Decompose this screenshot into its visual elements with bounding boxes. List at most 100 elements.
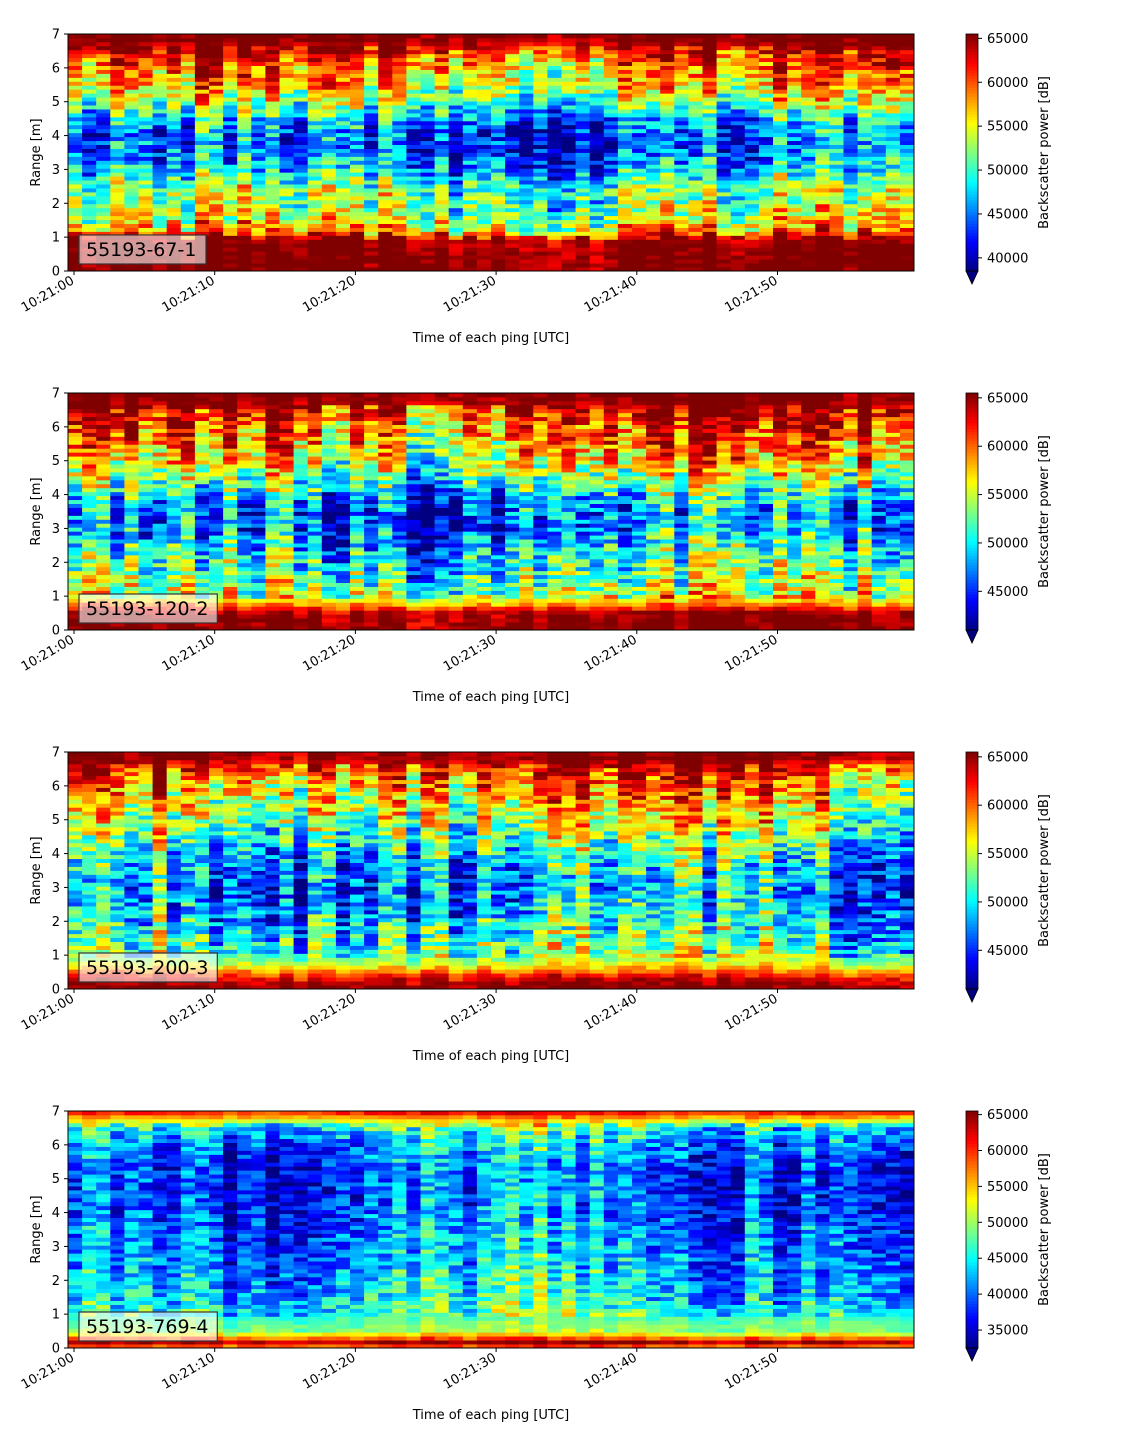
colorbar-segment: [966, 114, 978, 117]
heatmap-cell: [280, 263, 295, 267]
heatmap-cell: [181, 216, 196, 220]
heatmap-cell: [322, 137, 337, 141]
heatmap-cell: [308, 492, 323, 496]
heatmap-cell: [251, 62, 265, 66]
heatmap-cell: [618, 34, 633, 38]
colorbar-segment: [966, 46, 978, 49]
heatmap-cell: [280, 622, 295, 626]
heatmap-cell: [900, 263, 915, 267]
heatmap-cell: [491, 101, 506, 105]
heatmap-cell: [660, 239, 675, 243]
heatmap-cell: [703, 66, 718, 70]
heatmap-cell: [223, 460, 238, 464]
heatmap-cell: [787, 204, 802, 208]
heatmap-cell: [237, 70, 252, 74]
heatmap-cell: [195, 164, 210, 168]
heatmap-cell: [463, 66, 478, 70]
heatmap-cell: [237, 539, 252, 543]
heatmap-cell: [688, 200, 703, 204]
heatmap-cell: [787, 255, 802, 259]
heatmap-cell: [533, 85, 548, 89]
heatmap-cell: [209, 500, 224, 504]
heatmap-cell: [209, 397, 224, 401]
heatmap-cell: [237, 105, 252, 109]
heatmap-cell: [533, 235, 548, 239]
heatmap-cell: [167, 397, 182, 401]
heatmap-cell: [463, 105, 478, 109]
heatmap-cell: [167, 555, 182, 559]
heatmap-cell: [336, 216, 351, 220]
heatmap-cell: [124, 543, 138, 547]
heatmap-cell: [223, 255, 238, 259]
heatmap-cell: [68, 551, 83, 555]
heatmap-cell: [703, 149, 718, 153]
heatmap-cell: [82, 54, 97, 58]
heatmap-cell: [139, 89, 154, 93]
heatmap-cell: [590, 121, 605, 125]
heatmap-cell: [900, 156, 915, 160]
heatmap-cell: [618, 243, 633, 247]
heatmap-cell: [294, 527, 309, 531]
heatmap-cell: [68, 54, 83, 58]
heatmap-cell: [336, 62, 351, 66]
heatmap-cell: [350, 583, 365, 587]
heatmap-cell: [505, 212, 519, 216]
heatmap-cell: [322, 200, 337, 204]
heatmap-cell: [294, 618, 309, 622]
heatmap-cell: [265, 460, 280, 464]
heatmap-cell: [576, 145, 591, 149]
heatmap-cell: [900, 141, 915, 145]
heatmap-cell: [251, 523, 265, 527]
heatmap-cell: [773, 180, 788, 184]
heatmap-cell: [322, 105, 337, 109]
heatmap-cell: [322, 512, 337, 516]
heatmap-cell: [322, 436, 337, 440]
heatmap-cell: [68, 468, 83, 472]
heatmap-cell: [547, 50, 562, 54]
heatmap-cell: [322, 468, 337, 472]
heatmap-cell: [731, 117, 746, 121]
heatmap-cell: [392, 77, 407, 81]
heatmap-cell: [773, 212, 788, 216]
heatmap-cell: [251, 512, 265, 516]
heatmap-cell: [294, 413, 309, 417]
heatmap-cell: [815, 192, 830, 196]
heatmap-cell: [858, 133, 873, 137]
heatmap-cell: [237, 263, 252, 267]
heatmap-cell: [223, 113, 238, 117]
heatmap-cell: [773, 224, 788, 228]
heatmap-cell: [717, 46, 732, 50]
heatmap-cell: [392, 235, 407, 239]
heatmap-cell: [491, 46, 506, 50]
heatmap-cell: [745, 180, 760, 184]
heatmap-cell: [68, 172, 83, 176]
heatmap-cell: [844, 156, 859, 160]
heatmap-cell: [829, 101, 844, 105]
heatmap-cell: [350, 523, 365, 527]
heatmap-cell: [195, 496, 210, 500]
heatmap-cell: [547, 184, 562, 188]
heatmap-cell: [195, 563, 210, 567]
heatmap-cell: [590, 125, 605, 129]
heatmap-cell: [265, 188, 280, 192]
heatmap-cell: [68, 488, 83, 492]
heatmap-cell: [787, 251, 802, 255]
heatmap-cell: [308, 255, 323, 259]
heatmap-cell: [167, 551, 182, 555]
heatmap-cell: [280, 567, 295, 571]
colorbar-segment: [966, 84, 978, 87]
heatmap-cell: [82, 81, 97, 85]
heatmap-cell: [801, 196, 816, 200]
heatmap-cell: [392, 101, 407, 105]
heatmap-cell: [646, 101, 661, 105]
heatmap-cell: [364, 188, 379, 192]
heatmap-cell: [195, 121, 210, 125]
heatmap-cell: [209, 496, 224, 500]
heatmap-cell: [505, 200, 519, 204]
heatmap-cell: [82, 168, 97, 172]
heatmap-cell: [745, 243, 760, 247]
heatmap-cell: [82, 587, 97, 591]
heatmap-cell: [223, 89, 238, 93]
heatmap-cell: [872, 200, 887, 204]
heatmap-cell: [153, 476, 168, 480]
